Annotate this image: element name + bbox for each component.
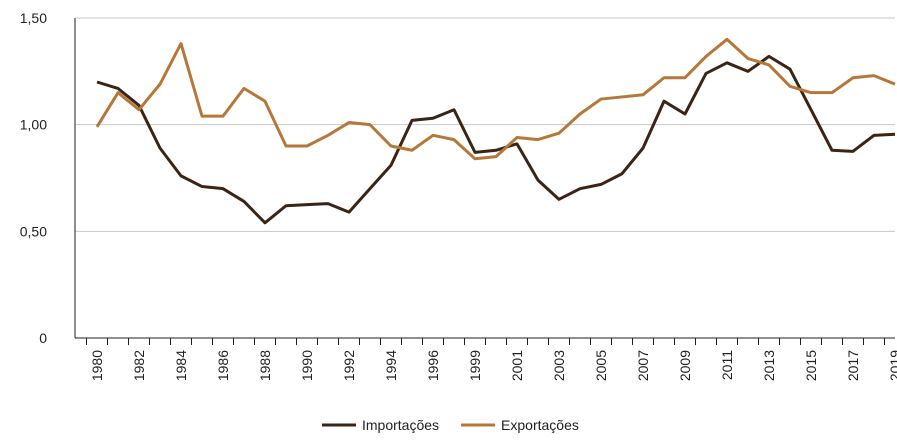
x-tick-label: 2017 (845, 350, 861, 381)
legend-label: Exportações (501, 417, 579, 433)
series-line (96, 54, 896, 225)
x-tick-label: 2005 (593, 350, 609, 381)
x-tick-label: 1994 (383, 350, 399, 381)
y-tick-label: 0,50 (20, 223, 47, 239)
y-tick-label: 1,00 (20, 117, 47, 133)
y-tick-label: 0 (39, 330, 47, 346)
series-line (95, 37, 896, 161)
x-tick-label: 2003 (551, 350, 567, 381)
x-tick-label: 1988 (257, 350, 273, 381)
x-tick-label: 1984 (173, 350, 189, 381)
x-tick-label: 1982 (131, 350, 147, 381)
x-tick-label: 1999 (467, 350, 483, 381)
legend-label: Importações (362, 417, 439, 433)
x-tick-label: 2007 (635, 350, 651, 381)
x-tick-label: 2001 (509, 350, 525, 381)
x-tick-label: 1990 (299, 350, 315, 381)
x-tick-label: 2011 (719, 350, 735, 380)
x-tick-label: 2009 (677, 350, 693, 381)
x-tick-label: 2019 (887, 350, 897, 381)
x-tick-label: 2015 (803, 350, 819, 381)
x-tick-label: 1986 (215, 350, 231, 381)
x-tick-label: 1996 (425, 350, 441, 381)
y-tick-label: 1,50 (20, 10, 47, 26)
x-tick-label: 2013 (761, 350, 777, 381)
x-tick-label: 1992 (341, 350, 357, 381)
x-tick-label: 1980 (89, 350, 105, 381)
